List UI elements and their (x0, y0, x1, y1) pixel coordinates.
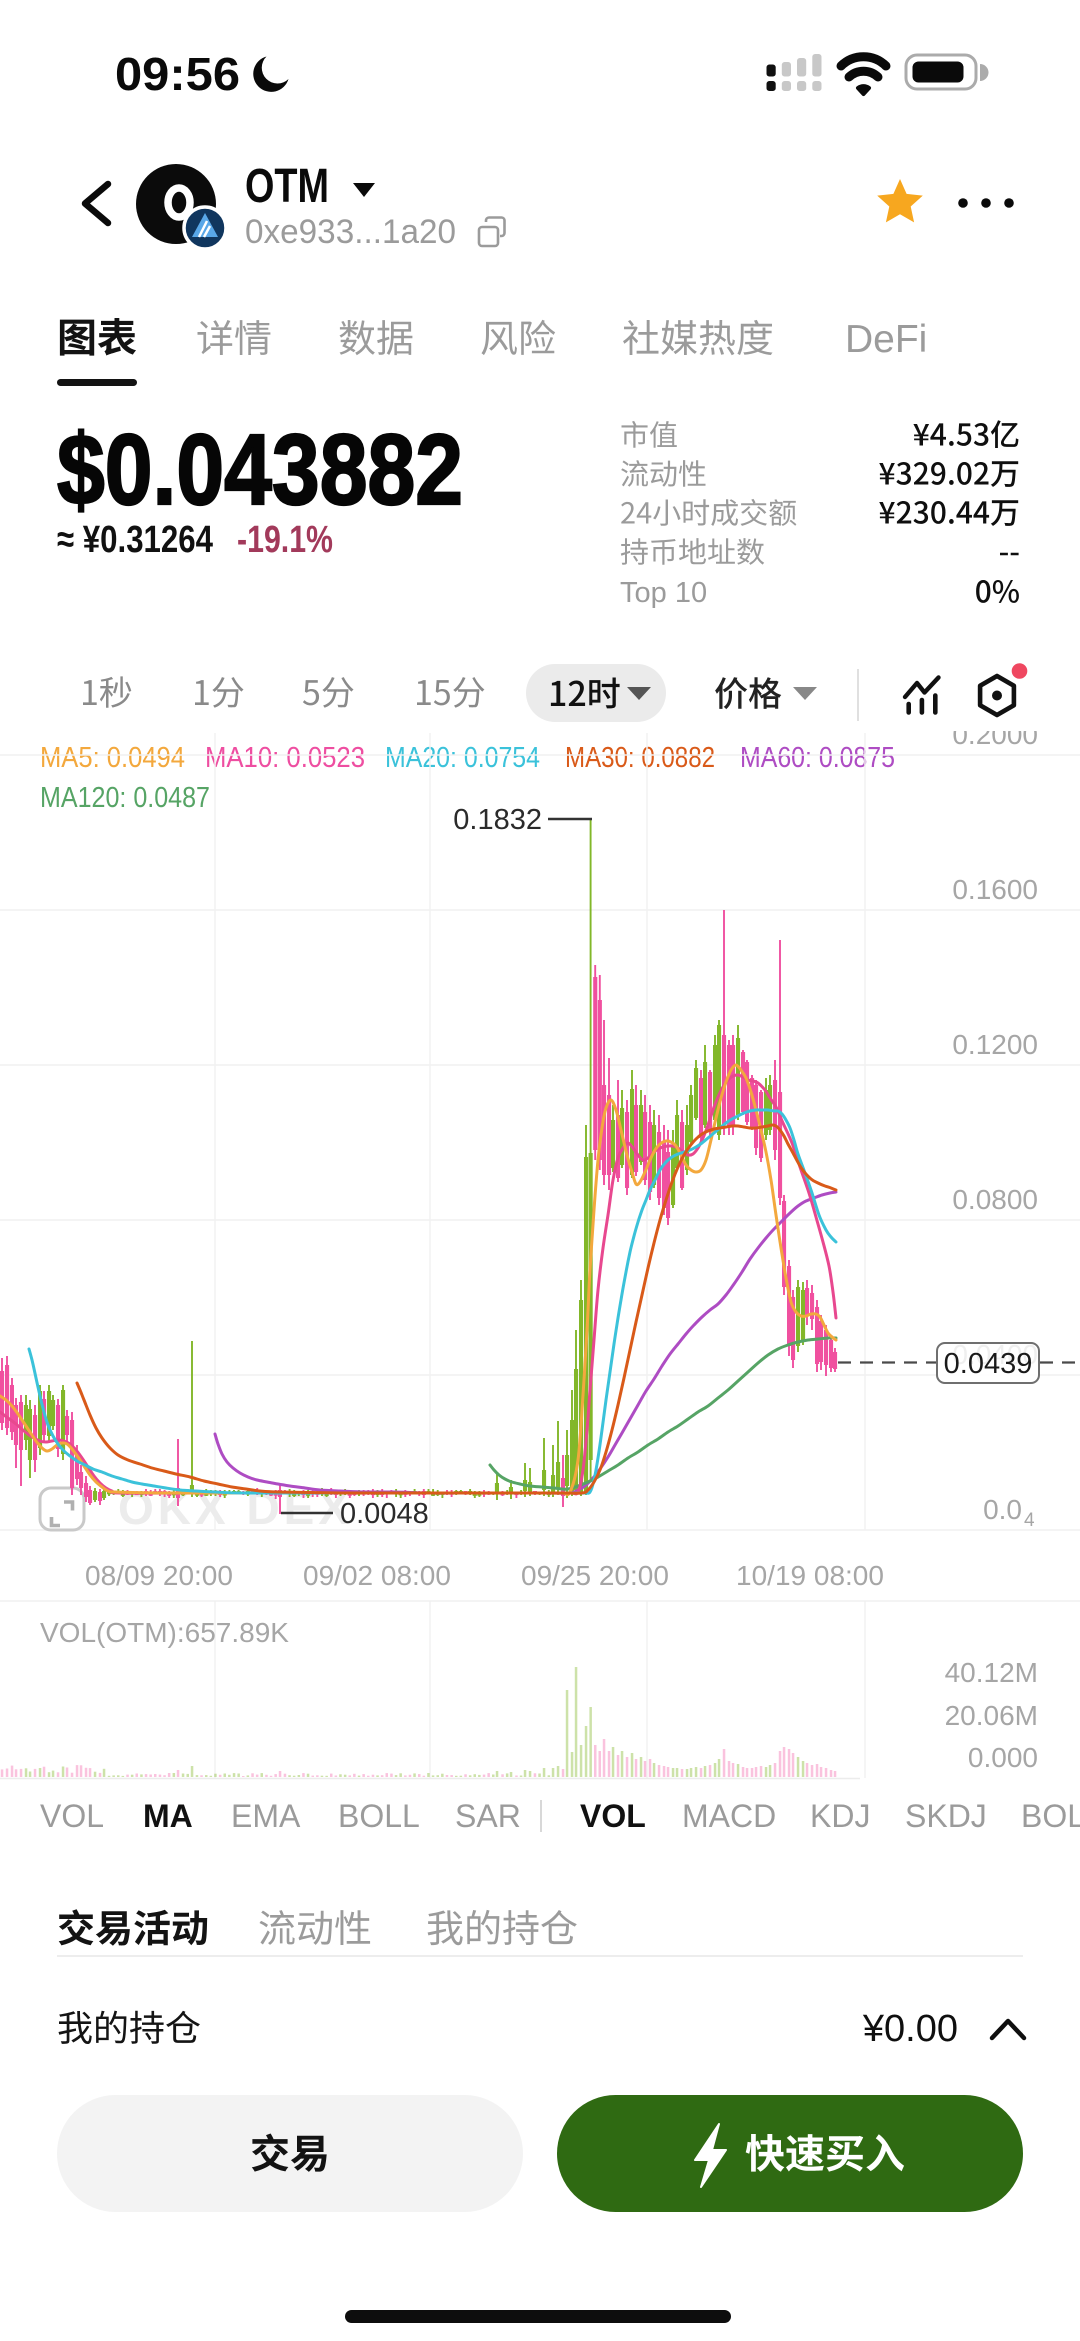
svg-text:4: 4 (1024, 1510, 1035, 1531)
svg-text:VOL: VOL (580, 1798, 646, 1834)
svg-text:0.000: 0.000 (968, 1742, 1038, 1773)
svg-text:MA: MA (143, 1798, 193, 1834)
svg-text:MA120: 0.0487: MA120: 0.0487 (40, 782, 210, 814)
svg-text:≈ ¥0.31264: ≈ ¥0.31264 (57, 519, 213, 561)
svg-text:DeFi: DeFi (845, 318, 927, 361)
svg-text:VOL: VOL (40, 1798, 104, 1834)
svg-text:0.0800: 0.0800 (952, 1184, 1038, 1215)
svg-text:0.1600: 0.1600 (952, 874, 1038, 905)
svg-text:MA10: 0.0523: MA10: 0.0523 (205, 742, 365, 774)
svg-text:0.1832: 0.1832 (453, 804, 542, 836)
svg-text:09:56: 09:56 (115, 48, 240, 100)
svg-text:10/19 08:00: 10/19 08:00 (736, 1560, 884, 1591)
svg-text:08/09 20:00: 08/09 20:00 (85, 1560, 233, 1591)
svg-text:$0.043882: $0.043882 (57, 414, 463, 526)
svg-text:40.12M: 40.12M (945, 1657, 1038, 1688)
svg-text:MA20: 0.0754: MA20: 0.0754 (385, 742, 540, 774)
svg-text:EMA: EMA (231, 1798, 301, 1834)
svg-text:VOL(OTM):657.89K: VOL(OTM):657.89K (40, 1617, 289, 1648)
svg-text:0xe933...1a20: 0xe933...1a20 (245, 213, 456, 251)
svg-text:OTM: OTM (245, 160, 329, 213)
svg-text:Top 10: Top 10 (620, 577, 707, 609)
svg-text:SAR: SAR (455, 1798, 521, 1834)
svg-text:SKDJ: SKDJ (905, 1798, 987, 1834)
svg-text:KDJ: KDJ (810, 1798, 870, 1834)
svg-text:MA60: 0.0875: MA60: 0.0875 (740, 742, 895, 774)
svg-text:BOLL: BOLL (1021, 1798, 1080, 1834)
svg-text:BOLL: BOLL (338, 1798, 420, 1834)
svg-text:MACD: MACD (682, 1798, 776, 1834)
svg-text:0.0048: 0.0048 (340, 1498, 429, 1530)
svg-text:MA5: 0.0494: MA5: 0.0494 (40, 742, 185, 774)
svg-text:MA30: 0.0882: MA30: 0.0882 (565, 742, 715, 774)
svg-text:09/02 08:00: 09/02 08:00 (303, 1560, 451, 1591)
svg-text:20.06M: 20.06M (945, 1700, 1038, 1731)
svg-text:0.1200: 0.1200 (952, 1029, 1038, 1060)
svg-text:09/25 20:00: 09/25 20:00 (521, 1560, 669, 1591)
svg-text:¥0.00: ¥0.00 (862, 2008, 958, 2050)
svg-text:-19.1%: -19.1% (237, 519, 333, 561)
svg-text:0.2000: 0.2000 (952, 731, 1038, 750)
svg-text:0.0439: 0.0439 (944, 1348, 1033, 1380)
svg-text:0.0: 0.0 (983, 1494, 1022, 1525)
